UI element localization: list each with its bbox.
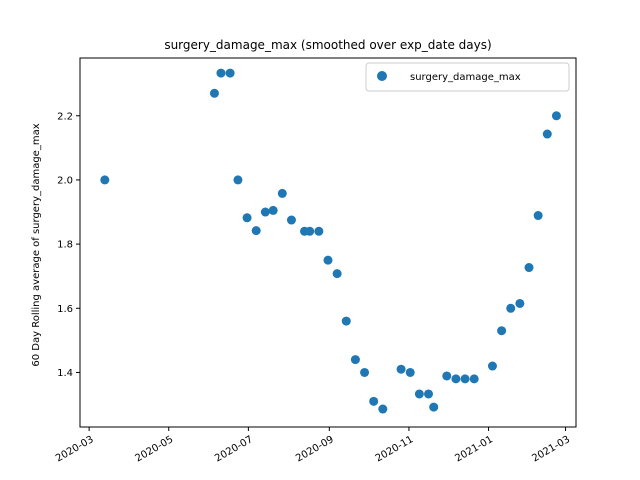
data-point — [429, 402, 439, 412]
data-points — [100, 68, 561, 414]
data-point — [286, 215, 296, 225]
data-point — [551, 111, 561, 121]
data-point — [424, 389, 434, 399]
data-point — [460, 374, 470, 384]
data-point — [341, 316, 351, 326]
data-point — [405, 367, 415, 377]
data-point — [360, 367, 370, 377]
data-point — [469, 374, 479, 384]
legend-label: surgery_damage_max — [410, 72, 521, 83]
data-point — [533, 211, 543, 221]
data-point — [216, 68, 226, 78]
data-point — [442, 371, 452, 381]
data-point — [251, 226, 261, 236]
data-point — [378, 404, 388, 414]
legend-box — [365, 62, 570, 92]
data-point — [414, 389, 424, 399]
legend: surgery_damage_max — [365, 62, 570, 92]
data-point — [260, 207, 270, 217]
chart-title: surgery_damage_max (smoothed over exp_da… — [164, 38, 491, 52]
data-point — [515, 298, 525, 308]
data-point — [100, 175, 110, 185]
y-tick-label: 2.0 — [57, 175, 73, 186]
y-tick-label: 1.8 — [57, 240, 73, 251]
data-point — [225, 68, 235, 78]
y-tick-label: 1.6 — [57, 304, 73, 315]
data-point — [396, 364, 406, 374]
data-point — [506, 303, 516, 313]
data-point — [209, 88, 219, 98]
y-axis-label: 60 Day Rolling average of surgery_damage… — [31, 123, 42, 366]
legend-marker — [377, 71, 387, 81]
data-point — [497, 326, 507, 336]
data-point — [524, 263, 534, 273]
data-point — [369, 396, 379, 406]
data-point — [233, 175, 243, 185]
data-point — [242, 213, 252, 223]
data-point — [323, 255, 333, 265]
data-point — [350, 355, 360, 365]
y-tick-label: 1.4 — [57, 368, 73, 379]
plot-area-frame — [79, 57, 577, 428]
data-point — [487, 361, 497, 371]
data-point — [542, 129, 552, 139]
data-point — [451, 374, 461, 384]
data-point — [268, 205, 278, 215]
data-point — [332, 269, 342, 279]
data-point — [314, 226, 324, 236]
y-tick-label: 2.2 — [57, 111, 73, 122]
data-point — [277, 188, 287, 198]
data-point — [305, 226, 315, 236]
